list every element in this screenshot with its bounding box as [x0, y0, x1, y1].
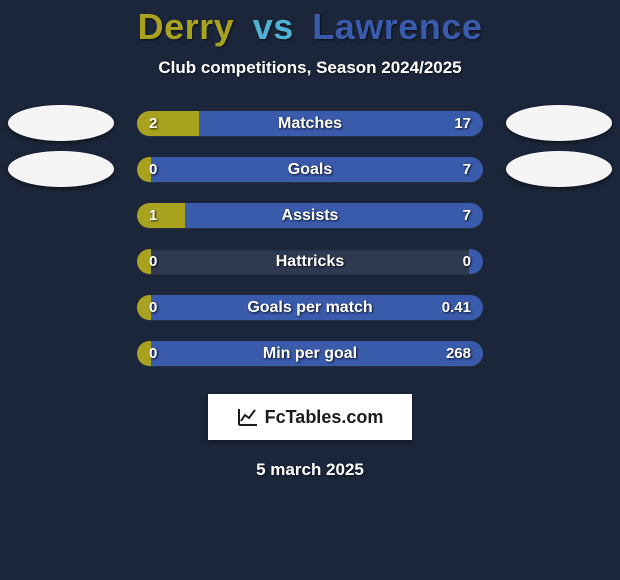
stat-bar-left-fill: [137, 157, 151, 182]
title-vs: vs: [253, 6, 294, 47]
stat-bar-right-fill: [151, 341, 483, 366]
comparison-card: Derry vs Lawrence Club competitions, Sea…: [0, 0, 620, 580]
stat-bar-right-fill: [469, 249, 483, 274]
stat-bar: Hattricks00: [137, 249, 483, 274]
stat-bar-left-fill: [137, 203, 185, 228]
title-player2: Lawrence: [312, 6, 482, 47]
stat-label: Hattricks: [137, 249, 483, 274]
stat-bar-left-fill: [137, 249, 151, 274]
stat-row: Goals07: [0, 146, 620, 192]
stat-bar-right-fill: [151, 157, 483, 182]
stat-bar: Min per goal0268: [137, 341, 483, 366]
stat-bar-left-fill: [137, 295, 151, 320]
player2-badge: [506, 151, 612, 187]
stat-bar-left-fill: [137, 341, 151, 366]
stat-bar: Goals07: [137, 157, 483, 182]
subtitle: Club competitions, Season 2024/2025: [0, 58, 620, 78]
brand-text: FcTables.com: [265, 407, 384, 428]
title-player1: Derry: [138, 6, 235, 47]
player2-badge: [506, 105, 612, 141]
stat-bar-right-fill: [185, 203, 483, 228]
stat-row: Goals per match00.41: [0, 284, 620, 330]
stat-bar-left-fill: [137, 111, 199, 136]
brand-badge[interactable]: FcTables.com: [208, 394, 412, 440]
stat-bar-right-fill: [151, 295, 483, 320]
stats-container: Matches217 Goals07 Assists17 Hattricks00 Goa…: [0, 100, 620, 376]
player1-badge: [8, 151, 114, 187]
stat-bar-right-fill: [199, 111, 483, 136]
stat-row: Hattricks00: [0, 238, 620, 284]
footer-date: 5 march 2025: [0, 460, 620, 480]
stat-row: Matches217: [0, 100, 620, 146]
stat-bar: Matches217: [137, 111, 483, 136]
stat-bar: Goals per match00.41: [137, 295, 483, 320]
page-title: Derry vs Lawrence: [0, 6, 620, 48]
stat-row: Min per goal0268: [0, 330, 620, 376]
stat-row: Assists17: [0, 192, 620, 238]
player1-badge: [8, 105, 114, 141]
stat-bar: Assists17: [137, 203, 483, 228]
chart-icon: [237, 407, 259, 427]
